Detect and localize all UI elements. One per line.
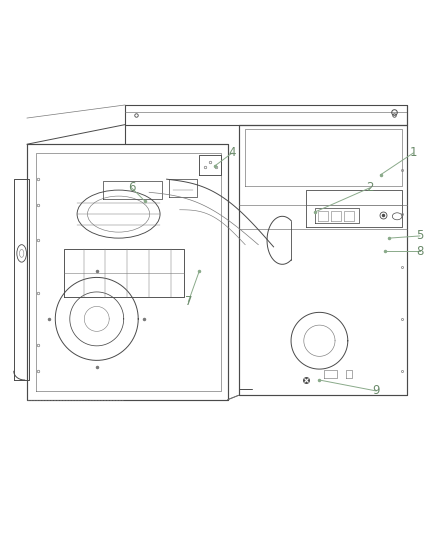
Text: 4: 4 bbox=[228, 147, 236, 159]
Text: 1: 1 bbox=[410, 147, 417, 159]
Text: 6: 6 bbox=[128, 181, 135, 195]
Text: 9: 9 bbox=[372, 384, 380, 398]
Text: 5: 5 bbox=[416, 229, 424, 243]
Text: 7: 7 bbox=[185, 295, 192, 308]
Text: 8: 8 bbox=[416, 245, 424, 258]
Text: 2: 2 bbox=[366, 181, 373, 195]
